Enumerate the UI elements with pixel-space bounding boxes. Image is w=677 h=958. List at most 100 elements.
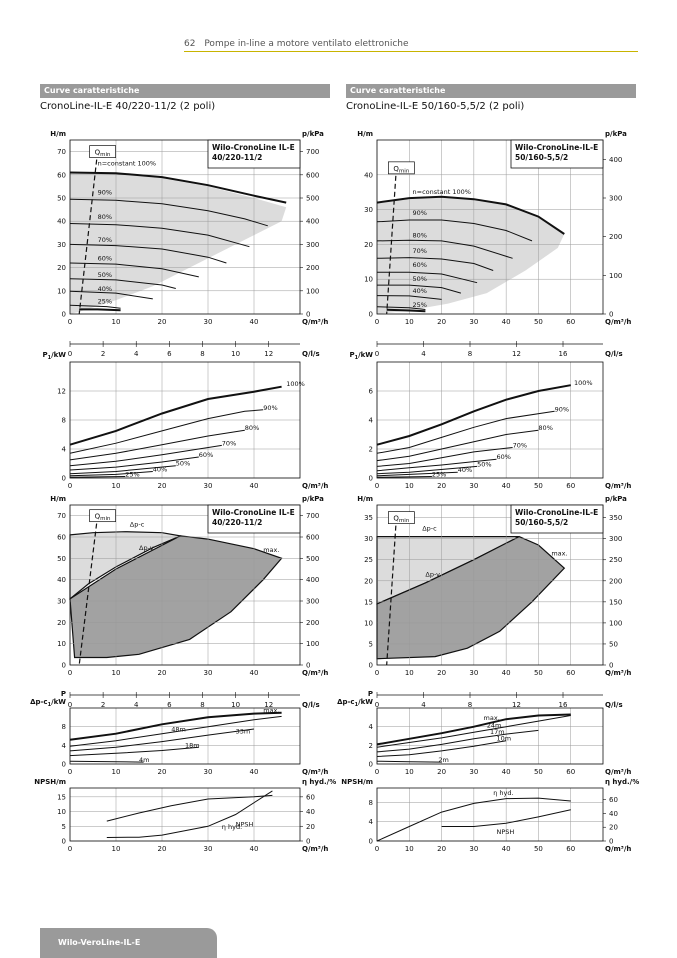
y2-tick-label: 0 [306, 662, 310, 670]
series-line [376, 239, 513, 259]
series-line [69, 760, 144, 763]
series-line [69, 429, 245, 461]
y2-tick-label: 700 [306, 512, 319, 520]
plot-area: 0 10 20 30 400102030405060700100200300400500… [50, 495, 328, 709]
x-axis-label: Q/m³/h [302, 482, 328, 490]
series-line [376, 465, 478, 475]
plot-frame [376, 361, 604, 479]
chart-R1: 0 10 20 30 40 50 600102030400100200300400Q/m³/… [357, 130, 631, 358]
section-label: Curve caratteristiche [40, 84, 330, 98]
x2-tick-label: 10 [231, 701, 240, 709]
series-label: 90% [98, 189, 112, 197]
x-tick-label: 10 [112, 845, 121, 853]
plot-frame [376, 787, 604, 842]
y-tick-label: 30 [57, 598, 66, 606]
series-line [376, 306, 426, 310]
series-line [69, 471, 153, 477]
x-tick-label: 10 [405, 482, 414, 490]
x-tick-label: 60 [566, 845, 575, 853]
x-tick-label: 0 [375, 669, 379, 677]
x-tick-label: 30 [469, 318, 478, 326]
series-line [69, 476, 126, 478]
chart-title: 50/160-5,5/2 [515, 518, 568, 527]
series-label: 60% [413, 261, 427, 269]
series-label: 80% [98, 213, 112, 221]
y2-tick-label: 40 [306, 808, 315, 816]
series-line [376, 384, 571, 446]
y-tick-label: 25 [364, 556, 373, 564]
series-label: max. [484, 714, 500, 722]
series-label: 60% [496, 453, 510, 461]
x-tick-label: 20 [158, 845, 167, 853]
series-label: 40% [153, 465, 167, 473]
dp-v-area [376, 535, 566, 660]
x2-tick-label: 8 [468, 350, 472, 358]
chart-title: 40/220-11/2 [212, 153, 262, 162]
plot-frame [69, 707, 301, 765]
series-label: 100% [286, 380, 305, 388]
x-axis-label: Q/m³/h [302, 768, 328, 776]
x2-tick-label: 16 [559, 350, 568, 358]
series-label: 24m [487, 722, 502, 730]
area-label: Δp-c [130, 520, 145, 528]
chart-title: 50/160-5,5/2 [515, 153, 568, 162]
x-tick-label: 20 [437, 768, 446, 776]
y-tick-label: 8 [62, 417, 66, 425]
y-tick-label: 10 [57, 640, 66, 648]
y2-tick-label: 200 [609, 233, 622, 241]
operating-range-fill [70, 172, 287, 314]
series-line [376, 729, 539, 753]
x-tick-label: 30 [469, 845, 478, 853]
x2-tick-label: 0 [375, 350, 379, 358]
chart-title: Wilo-CronoLine-IL-E [515, 143, 598, 152]
x-tick-label: 40 [250, 482, 259, 490]
x2-tick-label: 12 [512, 350, 521, 358]
y-axis-label-top: P [61, 690, 66, 698]
series-line [69, 198, 268, 227]
y2-axis-label: p/kPa [302, 130, 324, 138]
chart-title: 40/220-11/2 [212, 518, 262, 527]
y2-tick-label: 200 [609, 577, 622, 585]
x-tick-label: 0 [375, 768, 379, 776]
x2-tick-label: 6 [167, 701, 172, 709]
y2-tick-label: 300 [609, 195, 622, 203]
plot-area: 0 10 20 30 40 50 60024Q/m³/hΔp-c1/kWPmax.24m17… [337, 690, 631, 776]
series-line [69, 243, 227, 264]
y-tick-label: 10 [364, 619, 373, 627]
y2-tick-label: 50 [609, 640, 618, 648]
chart-title: Wilo-CronoLine IL-E [212, 508, 295, 517]
y-tick-label: 50 [57, 195, 66, 203]
y2-tick-label: 350 [609, 514, 622, 522]
series-label: 2m [438, 756, 448, 764]
y2-tick-label: 400 [306, 218, 319, 226]
y-tick-label: 0 [62, 761, 66, 769]
series-label: 60% [199, 451, 213, 459]
series-line [376, 715, 571, 748]
x-tick-label: 60 [566, 318, 575, 326]
operating-range-fill [377, 197, 565, 314]
area-label: max. [263, 546, 279, 554]
y2-tick-label: 0 [306, 838, 310, 846]
footer-tab: Wilo-VeroLine-IL-E [40, 928, 217, 958]
y-tick-label: 15 [364, 598, 373, 606]
y-tick-label: 6 [369, 388, 374, 396]
x2-axis-label: Q/l/s [605, 701, 623, 709]
x-tick-label: 0 [68, 482, 72, 490]
y2-axis-label: p/kPa [605, 130, 627, 138]
chart-title-box [207, 504, 301, 534]
area-label: Δp-v [425, 571, 440, 579]
qmin-line [78, 151, 99, 315]
y2-tick-label: 0 [609, 838, 613, 846]
plot-area: 0 10 20 30 40 50 60 0 4 8 0 20 40 60 Q/m³/h NPSH/m η hyd… [341, 778, 639, 853]
area-label: Δp-v [139, 544, 154, 552]
series-line [377, 271, 478, 284]
x-axis-label: Q/m³/h [302, 845, 328, 853]
qmin-line [386, 517, 397, 666]
series-label: η hyd. [493, 789, 513, 797]
qmin-label: Qmin [95, 149, 111, 159]
x2-tick-label: 4 [134, 350, 139, 358]
y-tick-label: 10 [57, 808, 66, 816]
series-label: 80% [413, 231, 427, 239]
y2-tick-label: 200 [306, 264, 319, 272]
